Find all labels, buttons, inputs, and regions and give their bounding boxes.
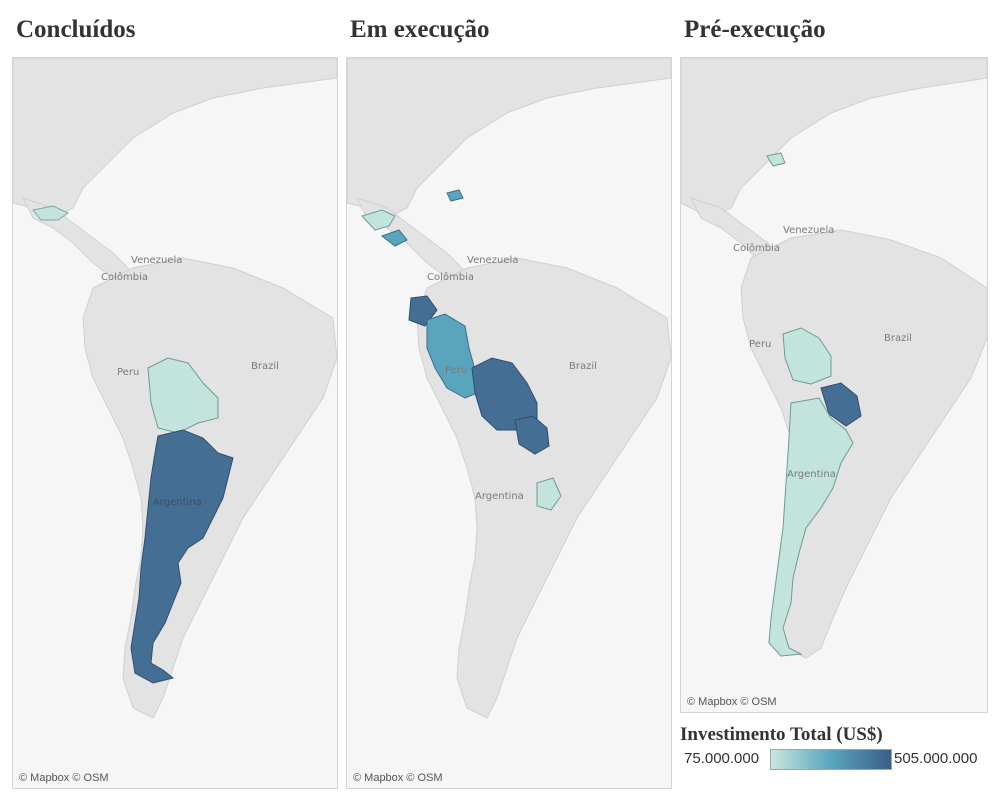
map-em-execucao[interactable]: Venezuela Colômbia Peru Brazil Argentina… bbox=[346, 57, 672, 789]
legend-min-label: 75.000.000 bbox=[684, 750, 760, 767]
map-label-peru: Peru bbox=[117, 367, 139, 378]
map-label-venezuela: Venezuela bbox=[467, 255, 518, 266]
map-label-venezuela: Venezuela bbox=[131, 255, 182, 266]
map-label-venezuela: Venezuela bbox=[783, 225, 834, 236]
legend-max-label: 505.000.000 bbox=[894, 750, 978, 767]
map-label-colombia: Colômbia bbox=[101, 271, 148, 283]
map-pre-execucao[interactable]: Venezuela Colômbia Peru Brazil Argentina… bbox=[680, 57, 988, 713]
legend-color-ramp bbox=[770, 749, 892, 770]
map-attribution[interactable]: © Mapbox © OSM bbox=[687, 696, 777, 708]
panel-title-pre-execucao: Pré-execução bbox=[684, 16, 826, 43]
map-canvas: Venezuela Colômbia Peru Brazil Argentina bbox=[347, 58, 671, 788]
map-attribution[interactable]: © Mapbox © OSM bbox=[353, 772, 443, 784]
map-label-brazil: Brazil bbox=[569, 361, 597, 372]
panel-title-concluidos: Concluídos bbox=[16, 16, 136, 43]
map-label-argentina: Argentina bbox=[153, 497, 202, 508]
map-label-argentina: Argentina bbox=[475, 491, 524, 502]
map-canvas: Venezuela Colômbia Peru Brazil Argentina bbox=[681, 58, 987, 712]
map-label-brazil: Brazil bbox=[884, 333, 912, 344]
panel-title-em-execucao: Em execução bbox=[350, 16, 490, 43]
map-canvas: Venezuela Colômbia Peru Brazil Argentina bbox=[13, 58, 337, 788]
legend-title: Investimento Total (US$) bbox=[680, 724, 883, 745]
map-label-peru: Peru bbox=[749, 339, 771, 350]
map-label-argentina: Argentina bbox=[787, 469, 836, 480]
map-label-brazil: Brazil bbox=[251, 361, 279, 372]
map-attribution[interactable]: © Mapbox © OSM bbox=[19, 772, 109, 784]
map-concluidos[interactable]: Venezuela Colômbia Peru Brazil Argentina… bbox=[12, 57, 338, 789]
map-label-peru: Peru bbox=[445, 365, 467, 376]
map-label-colombia: Colômbia bbox=[733, 242, 780, 254]
map-label-colombia: Colômbia bbox=[427, 271, 474, 283]
